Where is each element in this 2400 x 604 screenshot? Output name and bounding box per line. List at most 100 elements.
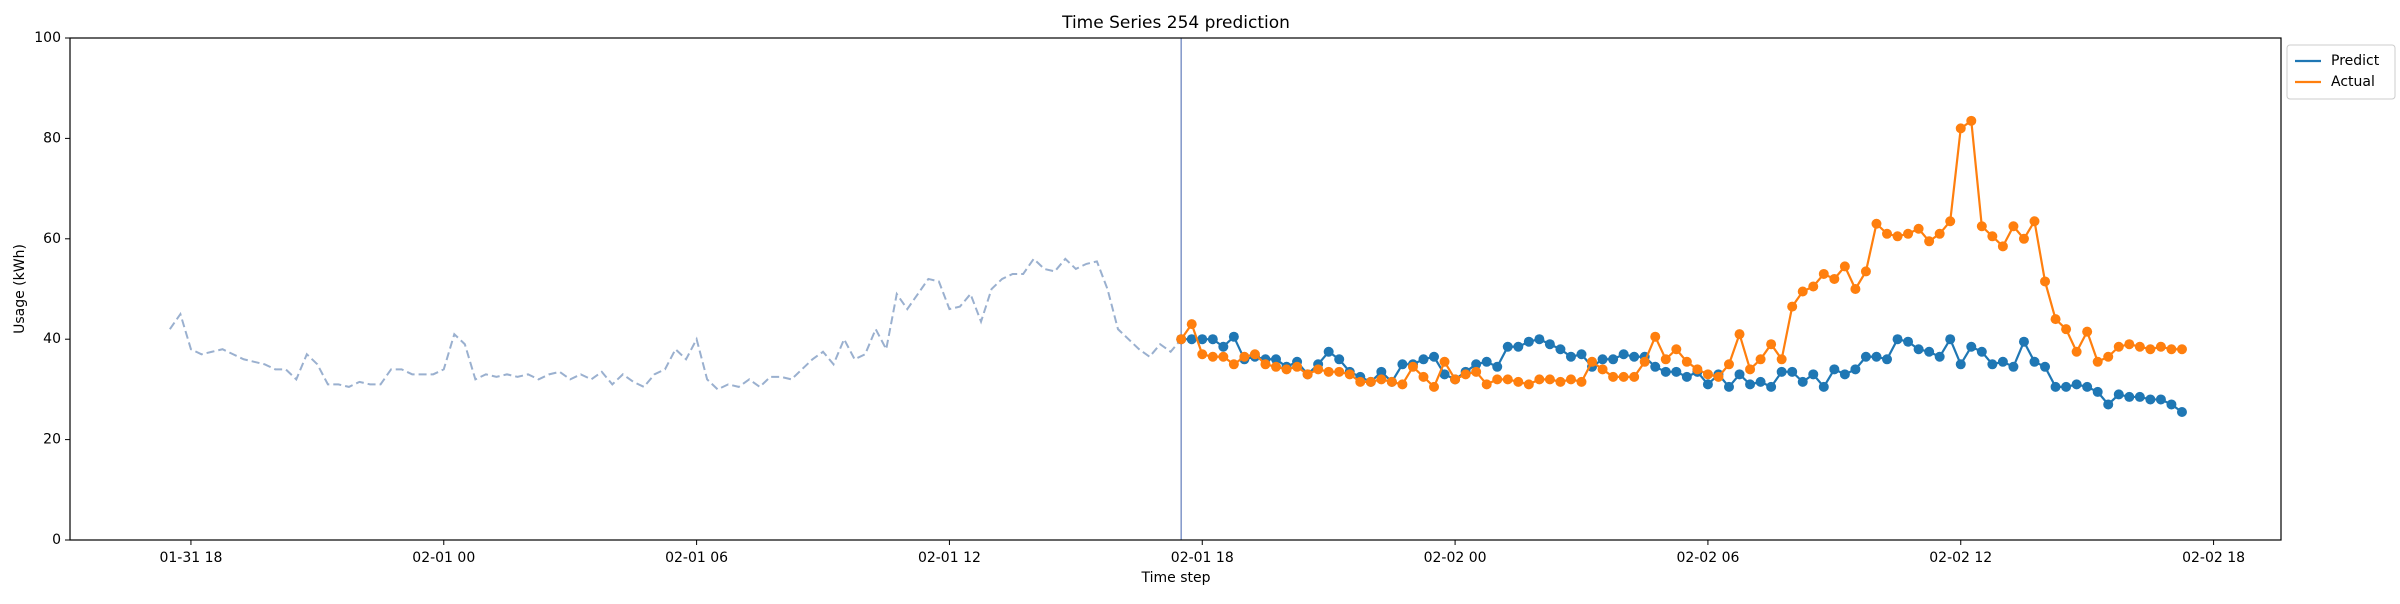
series-1-marker [2018, 233, 2029, 244]
series-0-marker [1597, 354, 1608, 365]
series-0-marker [2029, 356, 2040, 367]
x-tick-label: 02-02 00 [1424, 550, 1487, 566]
series-1-marker [2103, 351, 2114, 362]
series-1-marker [1460, 369, 1471, 380]
y-axis-label: Usage (kWh) [12, 244, 28, 334]
series-1-marker [1597, 364, 1608, 375]
history-line [169, 257, 1182, 391]
series-1-marker [1555, 376, 1566, 387]
plot-frame [69, 37, 2282, 541]
series-0-marker [1608, 354, 1619, 365]
series-1-marker [2134, 341, 2145, 352]
series-1-marker [1671, 344, 1682, 355]
series-0-marker [1471, 359, 1482, 370]
series-0-marker [1776, 366, 1787, 377]
series-0-marker [1418, 354, 1429, 365]
series-0-marker [1976, 346, 1987, 357]
series-1-marker [2061, 324, 2072, 335]
series-0-marker [2050, 381, 2061, 392]
series-1-marker [2008, 221, 2019, 232]
series-1-marker [2092, 356, 2103, 367]
series-0-marker [1987, 359, 1998, 370]
series-0-marker [2176, 406, 2187, 417]
legend-label: Actual [2331, 74, 2375, 90]
series-0-marker [2166, 399, 2177, 410]
series-0-marker [1702, 379, 1713, 390]
series-1-marker [1692, 364, 1703, 375]
series-1-marker [1860, 266, 1871, 277]
series-1-marker [1650, 331, 1661, 342]
series-0-marker [1492, 361, 1503, 372]
series-0-marker [1534, 334, 1545, 345]
series-0-marker [1197, 334, 1208, 345]
series-1-marker [1386, 376, 1397, 387]
series-1-marker [2082, 326, 2093, 337]
x-tick-label: 02-02 18 [2182, 550, 2245, 566]
series-1-marker [2029, 216, 2040, 227]
x-tick-label: 02-01 12 [918, 550, 981, 566]
series-0-marker [1924, 346, 1935, 357]
series-1-marker [2050, 314, 2061, 325]
series-1-marker [1850, 284, 1861, 294]
series-0-marker [1650, 361, 1661, 372]
series-0-marker [1186, 334, 1197, 345]
series-1-marker [2071, 346, 2082, 357]
series-1-marker [1239, 351, 1250, 362]
y-tick-label: 60 [43, 231, 61, 247]
series-0-marker [1323, 346, 1334, 357]
series-1-marker [1755, 354, 1766, 365]
series-1-marker [1313, 364, 1324, 375]
series-1-marker [1681, 356, 1692, 367]
series-1-marker [1839, 261, 1850, 272]
series-0-marker [1808, 369, 1819, 380]
series-1-marker [1797, 286, 1808, 297]
series-0-marker [1555, 344, 1566, 355]
series-1-marker [1260, 359, 1271, 370]
series-1-marker [1481, 379, 1492, 390]
series-1-marker [1249, 349, 1260, 360]
series-0-marker [1513, 341, 1524, 352]
series-1-marker [2166, 344, 2177, 355]
series-0-marker [1723, 381, 1734, 392]
series-1-marker [1576, 376, 1587, 387]
series-0-marker [2124, 391, 2135, 402]
x-tick-label: 02-01 00 [412, 550, 475, 566]
series-0-marker [2018, 336, 2029, 347]
series-0-marker [1376, 366, 1387, 377]
series-0-marker [1207, 334, 1218, 345]
series-1-marker [1365, 376, 1376, 387]
series-1-marker [1903, 228, 1914, 239]
series-1-marker [1776, 354, 1787, 365]
series-0-marker [2113, 389, 2124, 400]
series-1-marker [1492, 374, 1503, 385]
series-1-marker [1186, 319, 1197, 330]
series-0-marker [1228, 331, 1239, 342]
series-1-marker [1565, 374, 1576, 385]
series-1-marker [1418, 371, 1429, 382]
series-1-marker [1344, 369, 1355, 380]
series-0-marker [1660, 366, 1671, 377]
y-tick-label: 80 [43, 130, 61, 146]
series-1-marker [1376, 374, 1387, 385]
legend-label: Predict [2331, 53, 2380, 69]
x-tick-label: 02-02 06 [1676, 550, 1739, 566]
series-1-marker [1723, 359, 1734, 370]
series-1-marker [1355, 376, 1366, 387]
series-1-marker [1934, 228, 1945, 239]
series-1-marker [1292, 361, 1303, 372]
series-0-marker [1681, 371, 1692, 382]
series-1-marker [1734, 329, 1745, 340]
x-tick-label: 02-02 12 [1929, 550, 1992, 566]
series-0-marker [2061, 381, 2072, 392]
series-0-marker [1945, 334, 1956, 345]
series-1-marker [1450, 374, 1461, 385]
series-1-marker [1829, 273, 1840, 284]
series-0-marker [1871, 351, 1882, 362]
legend-box [2286, 44, 2396, 100]
series-1-marker [2124, 339, 2135, 350]
series-0-marker [1997, 356, 2008, 367]
y-tick-label: 40 [43, 331, 61, 347]
series-1-marker [1207, 351, 1218, 362]
